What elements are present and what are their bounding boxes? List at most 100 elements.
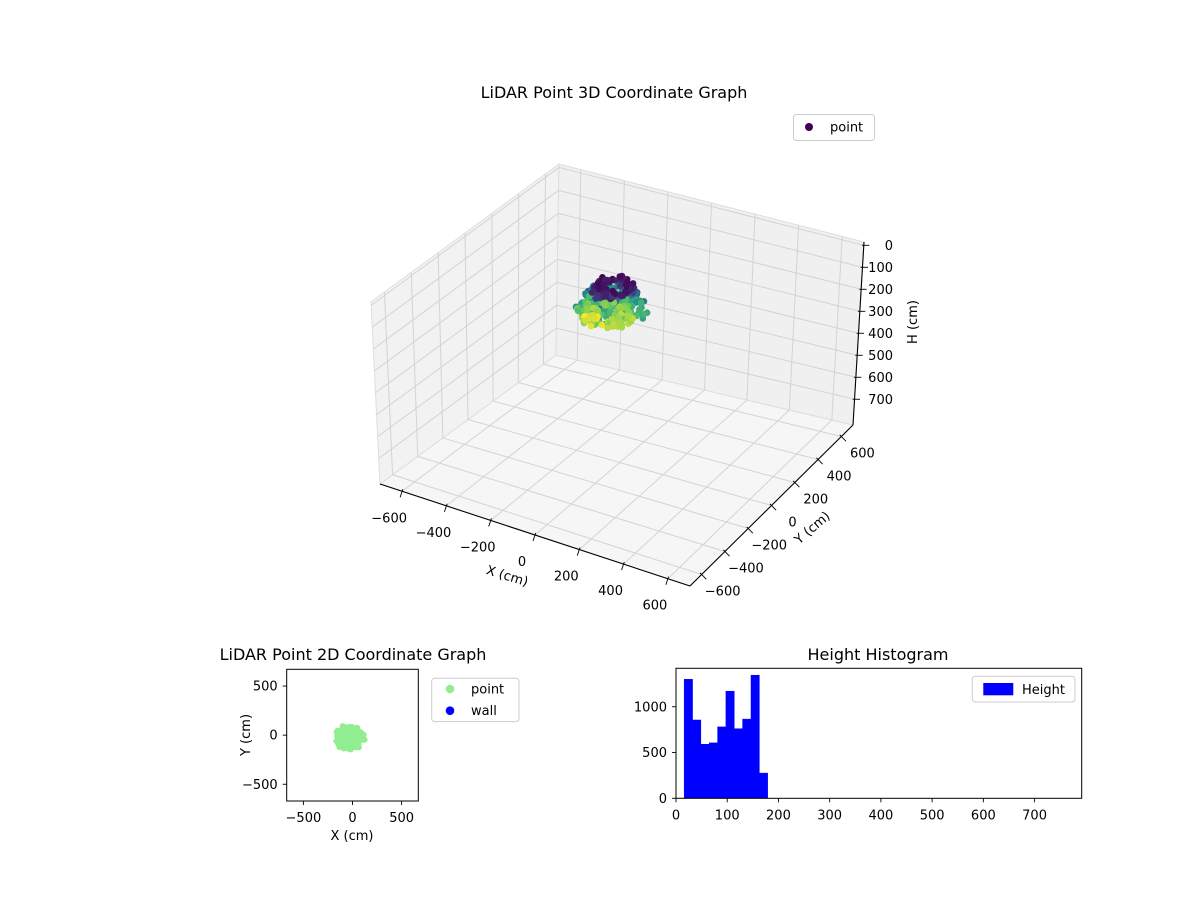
hist-spines — [675, 667, 1083, 799]
hist-x-tick-label: 400 — [868, 808, 893, 823]
hist-bar — [700, 744, 710, 799]
plot2d-title: LiDAR Point 2D Coordinate Graph — [220, 645, 487, 664]
grid-line — [543, 363, 842, 437]
plot3d-y-tick-label: 400 — [827, 470, 852, 485]
hist-bar — [708, 742, 718, 799]
plot2d-x-tick-label: −500 — [286, 811, 322, 826]
lidar-point-3d — [609, 287, 616, 295]
plot3d-z-tick-label: 400 — [868, 327, 893, 342]
tick-mark — [746, 526, 754, 534]
legend-box — [793, 114, 875, 141]
plot3d-x-tick-label: 0 — [518, 555, 526, 570]
lidar-point-3d — [588, 289, 596, 296]
legend-box — [971, 675, 1076, 703]
lidar-point-3d — [622, 288, 629, 295]
lidar-point-2d — [361, 736, 368, 743]
grid-line — [378, 327, 557, 459]
plot3d-panes — [370, 163, 865, 587]
lidar-point-3d — [582, 317, 589, 324]
plot3d-x-tick-label: −400 — [416, 526, 452, 541]
grid-line — [556, 327, 855, 400]
lidar-point-3d — [601, 276, 608, 284]
legend-label-height: Height — [1022, 683, 1065, 698]
lidar-point-3d — [637, 299, 645, 307]
tick-mark — [792, 480, 800, 488]
grid-line — [558, 166, 864, 246]
plot3d-point-cloud — [572, 272, 651, 332]
hist-title: Height Histogram — [808, 645, 949, 664]
hist-bar — [742, 718, 752, 799]
hist-x-tick-label: 300 — [817, 808, 842, 823]
grid-line — [493, 400, 795, 483]
plot2d-axes: −500 0 500 500 0 −500 LiDAR Point 2D Coordina… — [220, 645, 520, 844]
lidar-point-3d — [617, 292, 625, 299]
tick-mark — [769, 503, 777, 511]
lidar-point-3d — [602, 302, 609, 309]
hist-x-tick-label: 200 — [766, 808, 791, 823]
lidar-point-3d — [623, 278, 631, 286]
plot3d-title: LiDAR Point 3D Coordinate Graph — [481, 83, 748, 102]
hist-bar — [750, 674, 760, 799]
lidar-point-3d — [598, 321, 606, 329]
grid-line — [557, 235, 860, 312]
hist-y-tick-label: 500 — [642, 746, 667, 761]
plot3d-z-tick-label: 200 — [868, 283, 893, 298]
plot3d-y-tick-label: 600 — [850, 447, 875, 462]
lidar-point-3d — [596, 284, 603, 292]
lidar-point-3d — [574, 307, 582, 315]
hist-x-tick-label: 0 — [672, 808, 680, 823]
plot3d-y-tick-label: −200 — [751, 539, 787, 554]
plot3d-tick-labels: −600−400−2000200400600−600−400−200020040… — [371, 239, 893, 614]
plot3d-x-tick-label: −200 — [460, 540, 496, 555]
hist-y-tick-label: 1000 — [634, 700, 667, 715]
plot2d-y-tick-label: 0 — [269, 729, 277, 744]
lidar-point-2d — [340, 737, 347, 744]
lidar-point-3d — [603, 289, 610, 297]
grid-line — [417, 455, 726, 552]
plot2d-x-tick-label: 500 — [389, 811, 414, 826]
lidar-point-2d — [345, 739, 352, 746]
lidar-point-3d — [618, 304, 625, 312]
plot3d-legend: point — [793, 114, 875, 141]
lidar-point-2d — [354, 724, 361, 731]
tick-mark — [532, 532, 537, 542]
lidar-point-3d — [615, 314, 623, 321]
grid-line — [374, 235, 559, 372]
grid-line — [371, 189, 559, 328]
plot3d-zaxis-label: H (cm) — [906, 300, 921, 344]
plot2d-y-tick-label: 500 — [253, 680, 278, 695]
lidar-point-3d — [624, 312, 632, 320]
hist-tick-labels: 0 100 200 300 400 500 600 700 0 500 1000 — [634, 700, 1047, 823]
grid-line — [557, 258, 859, 334]
plot3d-z-tick-label: 100 — [868, 261, 893, 276]
hist-frame — [675, 667, 1083, 799]
hist-bar — [725, 690, 735, 799]
hist-y-tick-label: 0 — [659, 792, 667, 807]
plot2d-point-cloud — [333, 723, 368, 753]
hist-x-tick-label: 600 — [971, 808, 996, 823]
plot2d-tick-labels: −500 0 500 500 0 −500 — [242, 680, 414, 826]
grid-line — [370, 167, 560, 306]
legend-point-marker — [805, 123, 813, 131]
plot3d-z-tick-label: 600 — [868, 371, 893, 386]
hist-x-tick-label: 500 — [920, 808, 945, 823]
lidar-point-3d — [592, 295, 599, 302]
hist-bar — [717, 726, 727, 799]
legend-height-patch — [983, 683, 1014, 696]
tick-mark — [576, 547, 581, 556]
plot3d-z-tick-label: 0 — [885, 239, 893, 254]
tick-mark — [488, 518, 492, 527]
lidar-point-2d — [349, 734, 356, 741]
tick-mark — [444, 503, 448, 512]
plot3d-grid — [370, 166, 864, 580]
hist-axes: 0 100 200 300 400 500 600 700 0 500 1000 Height Hi… — [634, 645, 1083, 823]
plot2d-legend: point wall — [431, 677, 520, 723]
plot3d-axes: −600−400−2000200400600−600−400−200020040… — [370, 83, 921, 614]
hist-legend: Height — [971, 675, 1076, 703]
hist-bar — [759, 772, 768, 799]
lidar-point-3d — [609, 315, 616, 323]
tick-mark — [839, 434, 847, 442]
lidar-point-3d — [640, 310, 648, 318]
plot3d-x-tick-label: 400 — [598, 584, 623, 599]
